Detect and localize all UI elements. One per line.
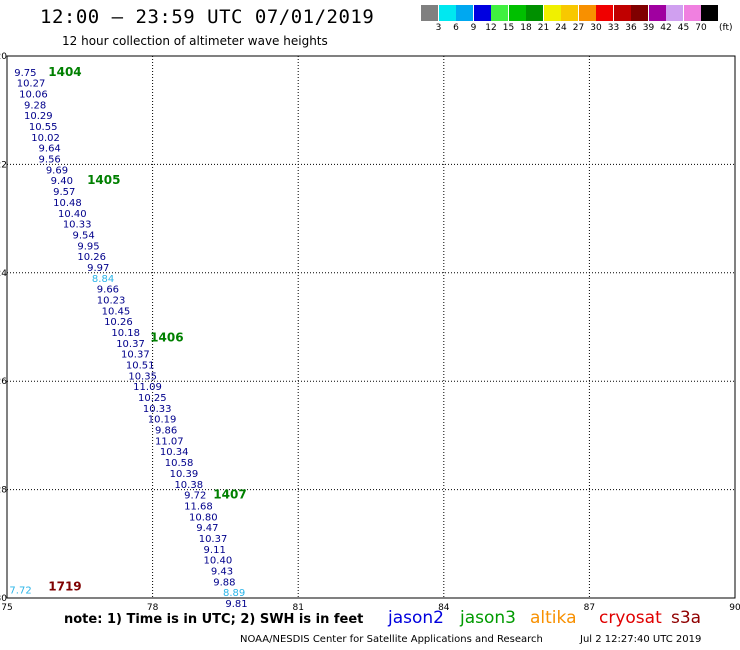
latitude-tick-label: -24 [0, 269, 7, 279]
map-frame [6, 55, 736, 599]
wave-height-value: 8.89 [223, 588, 245, 599]
longitude-tick-label: 87 [584, 603, 595, 613]
wave-height-value: 10.37 [199, 534, 228, 545]
pass-number-label: 1719 [48, 580, 81, 594]
wave-height-value: 10.80 [189, 512, 218, 523]
legend-label: 30 [590, 23, 602, 33]
longitude-tick-label: 78 [147, 603, 159, 613]
wave-height-value: 9.28 [24, 100, 46, 111]
legend-swatch [701, 5, 719, 21]
wave-height-value: 10.06 [19, 90, 48, 101]
latitude-tick-label: -20 [0, 52, 7, 62]
wave-height-value: 9.57 [53, 187, 75, 198]
satellite-legend: jason2 jason3 altika cryosat s3a [0, 608, 740, 630]
wave-height-value: 10.55 [29, 122, 58, 133]
legend-label: 45 [677, 23, 690, 33]
legend-unit: (ft) [719, 23, 733, 33]
wave-height-value: 7.72 [9, 585, 31, 596]
wave-height-value: 9.47 [196, 523, 218, 534]
latitude-tick-label: -22 [0, 160, 7, 170]
wave-height-value: 9.69 [46, 165, 68, 176]
wave-height-value: 10.02 [31, 133, 60, 144]
legend-label: 18 [520, 23, 532, 33]
longitude-tick-label: 81 [292, 603, 303, 613]
longitude-tick-label: 75 [1, 603, 12, 613]
legend-label: 9 [470, 23, 477, 33]
wave-height-value: 8.84 [92, 274, 114, 285]
wave-height-value: 10.37 [116, 339, 145, 350]
wave-height-value: 10.37 [121, 350, 150, 361]
satellite-label: jason3 [460, 608, 516, 628]
wave-height-value: 9.86 [155, 426, 177, 437]
wave-height-value: 11.07 [155, 436, 184, 447]
legend-label: 24 [555, 23, 567, 33]
wave-height-value: 10.33 [143, 404, 172, 415]
wave-height-value: 10.27 [17, 79, 46, 90]
map-title: 12:00 – 23:59 UTC 07/01/2019 [40, 6, 375, 28]
latitude-tick-label: -28 [0, 486, 7, 496]
wave-height-value: 10.26 [77, 252, 106, 263]
wave-height-value: 10.40 [58, 209, 87, 220]
wave-height-value: 9.88 [213, 577, 235, 588]
legend-label: 3 [435, 23, 442, 33]
wave-height-value: 10.38 [174, 480, 203, 491]
legend-label: 33 [607, 23, 620, 33]
map-subtitle: 12 hour collection of altimeter wave hei… [62, 34, 328, 48]
satellite-label: jason2 [388, 608, 444, 628]
wave-height-value: 9.64 [39, 144, 61, 155]
wave-height-value: 11.09 [133, 382, 162, 393]
wave-height-value: 10.51 [126, 361, 155, 372]
wave-height-value: 9.43 [211, 566, 233, 577]
generated-timestamp: Jul 2 12:27:40 UTC 2019 [580, 634, 702, 645]
wave-height-value: 9.66 [97, 285, 119, 296]
pass-number-label: 1404 [48, 65, 81, 79]
longitude-tick-label: 84 [438, 603, 450, 613]
wave-height-value: 9.40 [51, 176, 73, 187]
wave-height-value: 10.58 [165, 458, 194, 469]
wave-height-value: 9.75 [14, 68, 36, 79]
wave-height-value: 9.56 [39, 155, 61, 166]
wave-height-value: 9.95 [77, 241, 99, 252]
pass-number-label: 1406 [150, 330, 183, 344]
satellite-label: cryosat [599, 608, 662, 628]
wave-height-value: 10.26 [104, 317, 133, 328]
legend-label: 15 [502, 23, 515, 33]
wave-height-value: 9.81 [225, 599, 247, 610]
wave-height-value: 10.33 [63, 220, 92, 231]
legend-label: 6 [453, 23, 459, 33]
wave-height-value: 10.39 [170, 469, 199, 480]
satellite-label: altika [530, 608, 577, 628]
legend-label: 42 [660, 23, 672, 33]
wave-height-value: 9.72 [184, 491, 206, 502]
wave-height-value: 10.18 [111, 328, 140, 339]
wave-height-value: 10.25 [138, 393, 167, 404]
wave-height-value: 11.68 [184, 501, 213, 512]
wave-height-value: 9.11 [204, 545, 226, 556]
wave-height-value: 10.40 [204, 556, 233, 567]
legend-label: 21 [537, 23, 550, 33]
satellite-label: s3a [671, 608, 702, 628]
pass-number-label: 1405 [87, 173, 120, 187]
wave-height-value: 10.19 [148, 415, 177, 426]
wave-height-value: 9.54 [73, 230, 95, 241]
units-note: note: 1) Time is in UTC; 2) SWH is in fe… [64, 612, 364, 627]
longitude-tick-label: 90 [729, 603, 740, 613]
legend-label: 12 [485, 23, 497, 33]
pass-number-label: 1407 [213, 488, 246, 502]
legend-label: 39 [642, 23, 655, 33]
wave-height-value: 10.23 [97, 295, 126, 306]
legend-label: 70 [695, 23, 707, 33]
latitude-tick-label: -30 [0, 594, 7, 604]
credit-line: NOAA/NESDIS Center for Satellite Applica… [240, 634, 543, 645]
legend-label: 36 [625, 23, 637, 33]
wave-height-value: 10.35 [128, 371, 157, 382]
wave-height-value: 10.34 [160, 447, 189, 458]
legend-label: 27 [572, 23, 585, 33]
wave-height-value: 10.45 [102, 306, 131, 317]
latitude-tick-label: -26 [0, 377, 7, 387]
wave-height-value: 10.29 [24, 111, 53, 122]
wave-height-value: 10.48 [53, 198, 82, 209]
wave-height-value: 9.97 [87, 263, 109, 274]
